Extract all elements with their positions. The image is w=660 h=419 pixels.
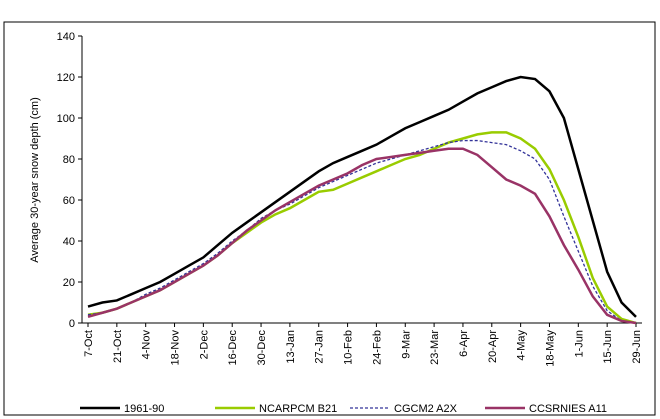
x-tick-label: 23-Mar — [429, 330, 441, 365]
y-tick-label: 100 — [57, 113, 75, 125]
y-tick-label: 0 — [69, 318, 75, 330]
x-tick-label: 9-Mar — [400, 330, 412, 359]
x-tick-label: 24-Feb — [371, 330, 383, 365]
x-tick-label: 20-Apr — [487, 330, 499, 363]
x-tick-label: 29-Jun — [631, 330, 643, 364]
x-tick-label: 27-Jan — [314, 330, 326, 364]
x-tick-label: 4-Nov — [141, 330, 153, 360]
x-tick-label: 21-Oct — [112, 330, 124, 363]
x-tick-label: 4-May — [516, 330, 528, 361]
series-line — [87, 139, 637, 324]
x-tick-label: 18-Nov — [170, 330, 182, 366]
y-tick-label: 120 — [57, 72, 75, 84]
x-tick-label: 1-Jun — [573, 330, 585, 358]
legend-label: 1961-90 — [124, 403, 164, 415]
x-tick-label: 6-Apr — [458, 330, 470, 357]
x-tick-label: 18-May — [544, 330, 556, 367]
x-tick-label: 2-Dec — [198, 330, 210, 360]
y-tick-label: 60 — [63, 195, 75, 207]
x-tick-label: 7-Oct — [83, 330, 95, 357]
y-tick-label: 20 — [63, 277, 75, 289]
x-tick-label: 30-Dec — [256, 330, 268, 366]
x-tick-label: 15-Jun — [602, 330, 614, 364]
y-tick-label: 80 — [63, 154, 75, 166]
y-axis-label: Average 30-year snow depth (cm) — [29, 97, 41, 263]
y-tick-label: 140 — [57, 31, 75, 43]
x-tick-label: 13-Jan — [285, 330, 297, 364]
series-line — [87, 75, 637, 318]
y-tick-label: 40 — [63, 236, 75, 248]
x-tick-label: 10-Feb — [343, 330, 355, 365]
x-tick-label: 16-Dec — [227, 330, 239, 366]
legend-label: CGCM2 A2X — [394, 403, 458, 415]
legend-label: CCSRNIES A11 — [529, 403, 607, 415]
legend-label: NCARPCM B21 — [259, 403, 337, 415]
chart-frame — [3, 21, 656, 416]
series-line — [87, 147, 637, 325]
